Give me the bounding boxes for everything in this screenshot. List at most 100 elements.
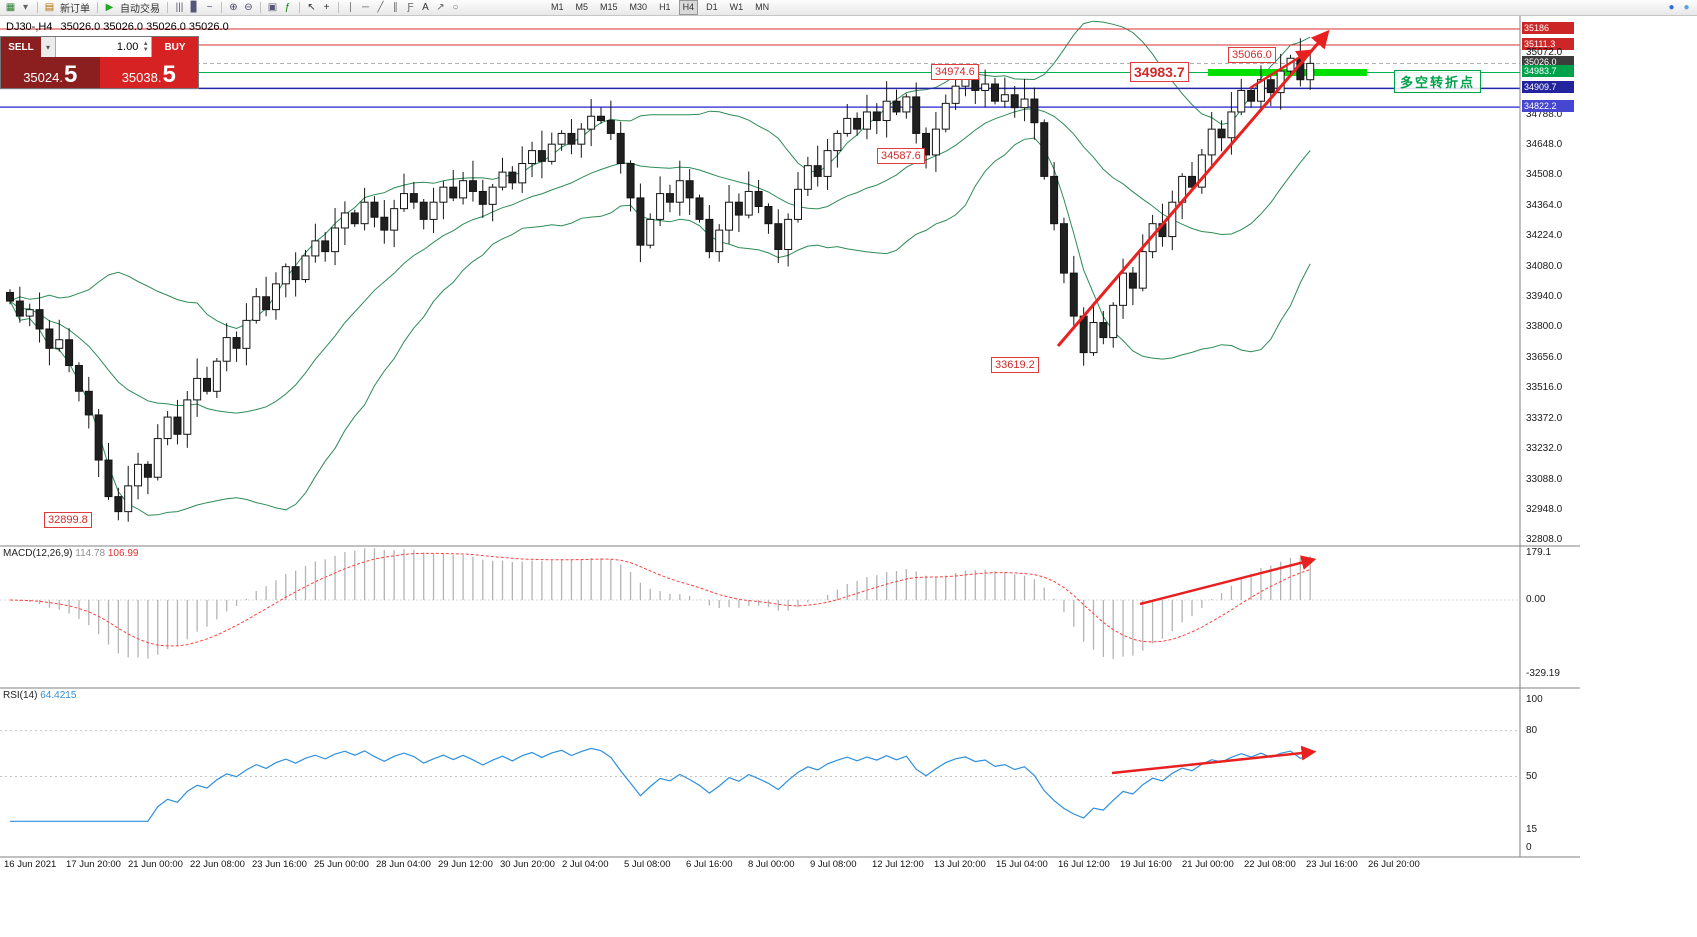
toolbar-separator bbox=[97, 2, 98, 13]
turning-point-annotation[interactable]: 多空转折点 bbox=[1394, 70, 1482, 93]
time-tick-label: 19 Jul 16:00 bbox=[1120, 859, 1172, 870]
price-tag-35186: 35186 bbox=[1522, 22, 1574, 34]
volume-input[interactable] bbox=[56, 37, 141, 57]
price-callout-34587.6[interactable]: 34587.6 bbox=[877, 148, 925, 164]
price-tick-label: 34508.0 bbox=[1526, 168, 1563, 180]
price-callout-34983.7[interactable]: 34983.7 bbox=[1130, 62, 1189, 82]
buy-button[interactable]: BUY bbox=[152, 37, 198, 57]
chart-dropdown-icon[interactable]: ▾ bbox=[22, 1, 29, 13]
toolbar: ▦ ▾ ▤ 新订单 ▶ 自动交易 ||| ▊ ~ ⊕ ⊖ ▣ ƒ ↖ + ∣ ─ ╱ ∥ Ƒ A ↗ ○ M1 M5 M15 M30… bbox=[0, 0, 1697, 16]
new-chart-icon[interactable]: ▦ bbox=[5, 1, 16, 13]
text-label-icon[interactable]: A bbox=[422, 1, 429, 13]
timeframe-m15-button[interactable]: M15 bbox=[600, 2, 618, 12]
price-tag-34909.7: 34909.7 bbox=[1522, 81, 1574, 94]
sell-button[interactable]: SELL bbox=[1, 37, 41, 57]
time-tick-label: 17 Jun 20:00 bbox=[66, 859, 121, 870]
time-tick-label: 23 Jul 16:00 bbox=[1306, 859, 1358, 870]
time-tick-label: 16 Jul 12:00 bbox=[1058, 859, 1110, 870]
trend-arrow bbox=[1249, 49, 1312, 90]
bollinger-upper-band bbox=[9, 20, 1311, 330]
rsi-panel bbox=[0, 730, 1520, 822]
candlestick-chart-icon[interactable]: ▊ bbox=[190, 1, 199, 13]
horizontal-line-icon[interactable]: ─ bbox=[361, 1, 370, 13]
price-callout-35066.0[interactable]: 35066.0 bbox=[1228, 47, 1276, 63]
buy-price-button[interactable]: 35038. 5 bbox=[99, 57, 198, 88]
trend-arrow bbox=[1111, 745, 1317, 775]
time-tick-label: 21 Jun 00:00 bbox=[128, 859, 183, 870]
price-tick-label: 34080.0 bbox=[1526, 260, 1563, 272]
time-tick-label: 23 Jun 16:00 bbox=[252, 859, 307, 870]
time-axis[interactable]: 16 Jun 2021 17 Jun 20:00 21 Jun 00:00 22 Ju… bbox=[0, 857, 1697, 873]
time-tick-label: 26 Jul 20:00 bbox=[1368, 859, 1420, 870]
time-tick-label: 22 Jun 08:00 bbox=[190, 859, 245, 870]
new-order-label[interactable]: 新订单 bbox=[60, 4, 90, 15]
new-order-icon[interactable]: ▤ bbox=[44, 1, 55, 13]
timeframe-m5-button[interactable]: M5 bbox=[575, 2, 589, 12]
indicators-icon[interactable]: ƒ bbox=[284, 1, 291, 13]
timeframe-m30-button[interactable]: M30 bbox=[629, 2, 648, 12]
macd-axis-label: -329.19 bbox=[1526, 668, 1560, 679]
trendline-icon[interactable]: ╱ bbox=[377, 1, 384, 13]
rsi-axis-label: 0 bbox=[1526, 842, 1532, 853]
crosshair-icon[interactable]: + bbox=[323, 1, 330, 13]
bar-chart-icon[interactable]: ||| bbox=[175, 1, 184, 13]
timeframe-h4-button[interactable]: H4 bbox=[678, 0, 699, 15]
fibonacci-icon[interactable]: Ƒ bbox=[407, 1, 414, 13]
price-axis[interactable]: 34788.0 34648.0 34508.0 34364.0 34224.0 34080… bbox=[1521, 0, 1591, 857]
macd-signal-value: 106.99 bbox=[107, 548, 139, 559]
channel-icon[interactable]: ∥ bbox=[393, 1, 398, 13]
tile-windows-icon[interactable]: ▣ bbox=[267, 1, 278, 13]
timeframe-d1-button[interactable]: D1 bbox=[706, 2, 718, 12]
zoom-out-icon[interactable]: ⊖ bbox=[244, 1, 253, 13]
buy-price: 35038. bbox=[121, 70, 162, 85]
time-tick-label: 12 Jul 12:00 bbox=[872, 859, 924, 870]
price-tick-label: 34364.0 bbox=[1526, 199, 1563, 211]
sell-price-button[interactable]: 35024. 5 bbox=[1, 57, 100, 88]
price-callout-34974.6[interactable]: 34974.6 bbox=[931, 64, 979, 80]
spinner-down-icon[interactable]: ▼ bbox=[142, 47, 149, 53]
turning-point-level-line bbox=[1208, 68, 1367, 76]
spinner-up-icon[interactable]: ▲ bbox=[142, 41, 149, 47]
time-tick-label: 29 Jun 12:00 bbox=[438, 859, 493, 870]
zoom-in-icon[interactable]: ⊕ bbox=[229, 1, 238, 13]
one-click-trading-panel: SELL ▾ ▲ ▼ BUY 35024.5 35038.5 bbox=[0, 36, 199, 89]
time-tick-label: 28 Jun 04:00 bbox=[376, 859, 431, 870]
shapes-icon[interactable]: ○ bbox=[452, 1, 459, 13]
rsi-axis-label: 15 bbox=[1526, 824, 1538, 836]
community-icon[interactable]: ● bbox=[1668, 1, 1675, 13]
autotrading-icon[interactable]: ▶ bbox=[105, 1, 114, 13]
volume-field: ▲ ▼ bbox=[56, 37, 152, 57]
price-tick-label: 34648.0 bbox=[1526, 138, 1563, 150]
vertical-line-icon[interactable]: ∣ bbox=[348, 1, 353, 13]
timeframe-w1-button[interactable]: W1 bbox=[729, 2, 744, 12]
toolbar-separator bbox=[167, 2, 168, 13]
line-chart-icon[interactable]: ~ bbox=[206, 1, 213, 13]
timeframe-m1-button[interactable]: M1 bbox=[551, 2, 564, 12]
time-tick-label: 21 Jul 00:00 bbox=[1182, 859, 1234, 870]
time-tick-label: 22 Jul 08:00 bbox=[1244, 859, 1296, 870]
trend-arrow bbox=[1056, 29, 1330, 347]
time-tick-label: 25 Jun 00:00 bbox=[314, 859, 369, 870]
macd-panel bbox=[0, 548, 1520, 659]
timeframe-mn-button[interactable]: MN bbox=[755, 2, 770, 12]
price-callout-33619.2[interactable]: 33619.2 bbox=[991, 357, 1039, 373]
macd-indicator-label: MACD(12,26,9) 114.78 106.99 bbox=[3, 548, 139, 559]
macd-axis-label: 179.1 bbox=[1526, 547, 1552, 559]
chevron-down-icon: ▾ bbox=[45, 42, 50, 52]
price-tick-label: 34224.0 bbox=[1526, 229, 1563, 241]
rsi-line bbox=[10, 747, 1311, 822]
chart-title: DJ30-,H4 35026.0 35026.0 35026.0 35026.0 bbox=[6, 21, 237, 33]
price-callout-32899.8[interactable]: 32899.8 bbox=[44, 512, 92, 528]
arrow-objects-icon[interactable]: ↗ bbox=[436, 1, 445, 13]
trend-arrow bbox=[1139, 555, 1317, 606]
chat-icon[interactable]: ● bbox=[1683, 1, 1690, 13]
trade-panel-menu-button[interactable]: ▾ bbox=[41, 37, 56, 57]
time-tick-label: 6 Jul 16:00 bbox=[686, 859, 733, 870]
autotrading-label[interactable]: 自动交易 bbox=[120, 4, 160, 15]
macd-value: 114.78 bbox=[75, 548, 106, 559]
volume-spinner[interactable]: ▲ ▼ bbox=[140, 37, 151, 57]
rsi-indicator-label: RSI(14) 64.4215 bbox=[3, 690, 77, 701]
timeframe-h1-button[interactable]: H1 bbox=[659, 2, 671, 12]
cursor-icon[interactable]: ↖ bbox=[307, 1, 316, 13]
